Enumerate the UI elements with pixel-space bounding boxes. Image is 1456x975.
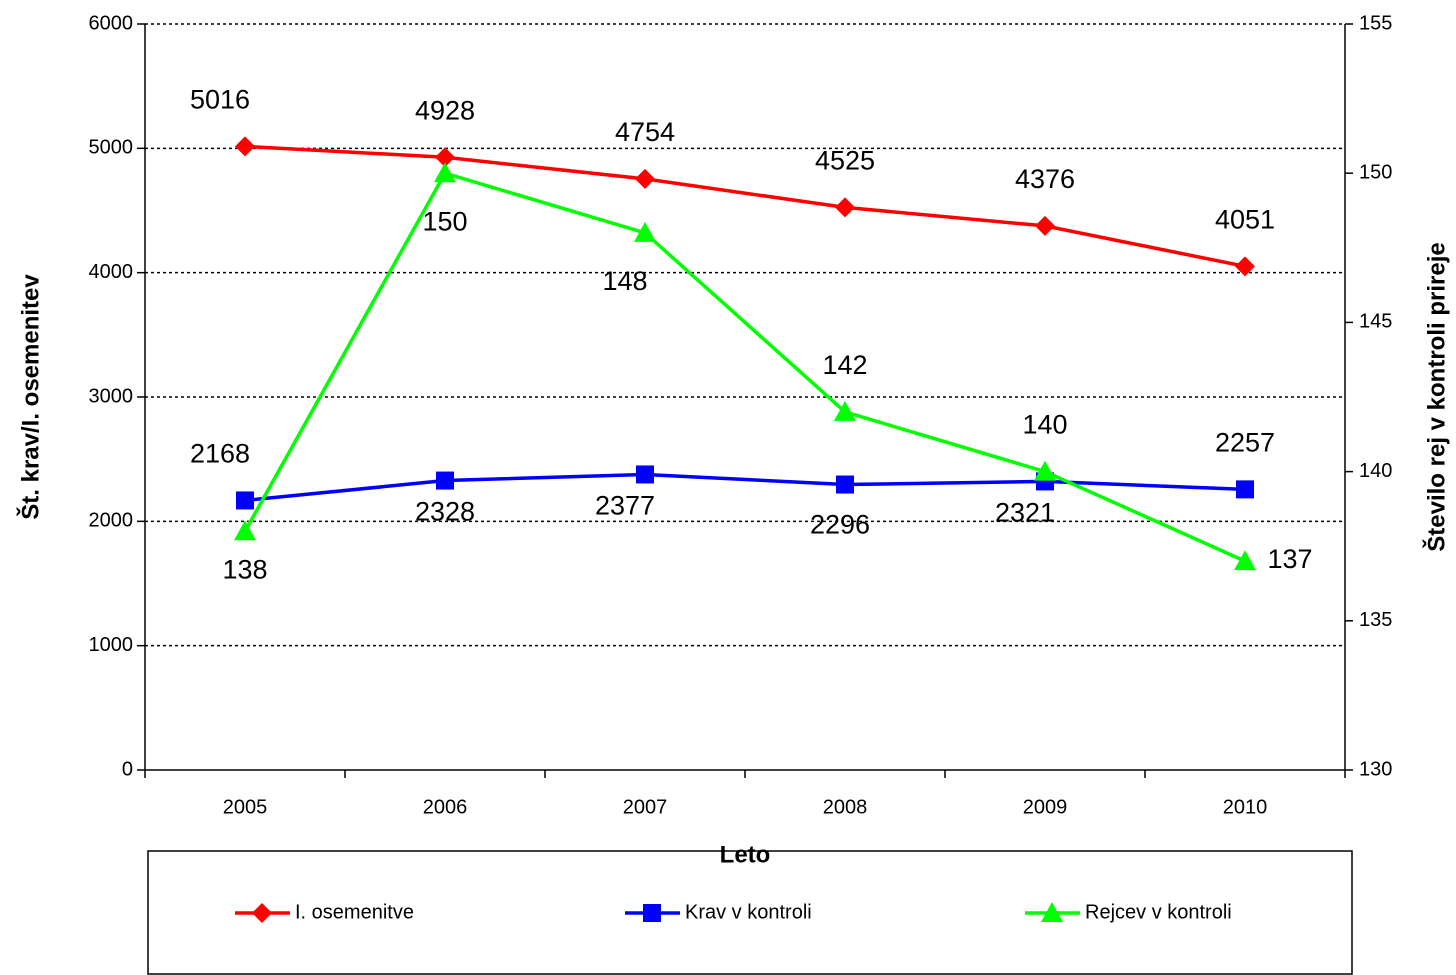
marker — [1034, 460, 1056, 481]
data-label: 2296 — [810, 510, 870, 540]
marker — [643, 904, 661, 922]
y-axis-title: Št. krav/I. osemenitev — [16, 274, 44, 520]
marker — [836, 475, 854, 494]
marker — [834, 400, 856, 421]
data-label: 2257 — [1215, 428, 1275, 458]
y-tick-label: 5000 — [89, 137, 134, 159]
line — [244, 472, 1246, 503]
y-tick-label: 4000 — [89, 261, 134, 283]
data-label: 137 — [1267, 544, 1312, 574]
marker — [235, 136, 255, 157]
data-label: 2377 — [595, 491, 655, 521]
data-label: 4754 — [615, 117, 675, 147]
legend-box — [147, 850, 1353, 975]
y2-tick-label: 150 — [1359, 161, 1392, 183]
y2-tick-label: 140 — [1359, 460, 1392, 482]
y-tick-label: 1000 — [89, 634, 134, 656]
marker — [252, 903, 272, 923]
x-tick-label: 2010 — [1223, 796, 1268, 818]
marker — [634, 221, 656, 242]
y-tick-label: 2000 — [89, 510, 134, 532]
data-label: 142 — [822, 350, 867, 380]
marker — [234, 520, 256, 541]
data-label: 4928 — [415, 95, 475, 125]
x-axis-title: Leto — [720, 841, 771, 868]
line — [244, 144, 1246, 269]
marker — [236, 491, 254, 510]
data-label: 2321 — [995, 498, 1055, 528]
legend-label: I. osemenitve — [295, 901, 414, 923]
marker — [435, 147, 455, 168]
x-tick-label: 2006 — [423, 796, 468, 818]
data-label: 150 — [422, 206, 467, 236]
x-tick-label: 2007 — [623, 796, 668, 818]
marker — [635, 168, 655, 189]
marker — [1035, 215, 1055, 236]
data-label: 4525 — [815, 146, 875, 176]
marker — [1041, 902, 1063, 922]
marker — [434, 162, 456, 183]
legend-label: Rejcev v kontroli — [1085, 901, 1232, 923]
x-tick-label: 2008 — [823, 796, 868, 818]
x-tick-label: 2009 — [1023, 796, 1068, 818]
marker — [1236, 480, 1254, 499]
data-label: 2168 — [190, 439, 250, 469]
y-tick-label: 0 — [122, 758, 133, 780]
legend-label: Krav v kontroli — [685, 901, 812, 923]
data-label: 148 — [602, 266, 647, 296]
marker — [1234, 550, 1256, 571]
y-tick-label: 3000 — [89, 385, 134, 407]
line — [243, 171, 1246, 563]
y2-tick-label: 130 — [1359, 758, 1392, 780]
y2-tick-label: 135 — [1359, 609, 1392, 631]
y-tick-label: 6000 — [89, 12, 134, 34]
y2-tick-label: 145 — [1359, 311, 1392, 333]
data-label: 140 — [1022, 410, 1067, 440]
marker — [436, 471, 454, 490]
y2-tick-label: 155 — [1359, 12, 1392, 34]
data-label: 4051 — [1215, 204, 1275, 234]
marker — [636, 465, 654, 484]
x-tick-label: 2005 — [223, 796, 268, 818]
marker — [835, 197, 855, 218]
data-label: 4376 — [1015, 164, 1075, 194]
y2-axis-title: Število rej v kontroli prireje — [1422, 242, 1450, 551]
data-label: 5016 — [190, 84, 250, 114]
data-label: 138 — [222, 554, 267, 584]
data-label: 2328 — [415, 497, 475, 527]
marker — [1235, 256, 1255, 277]
